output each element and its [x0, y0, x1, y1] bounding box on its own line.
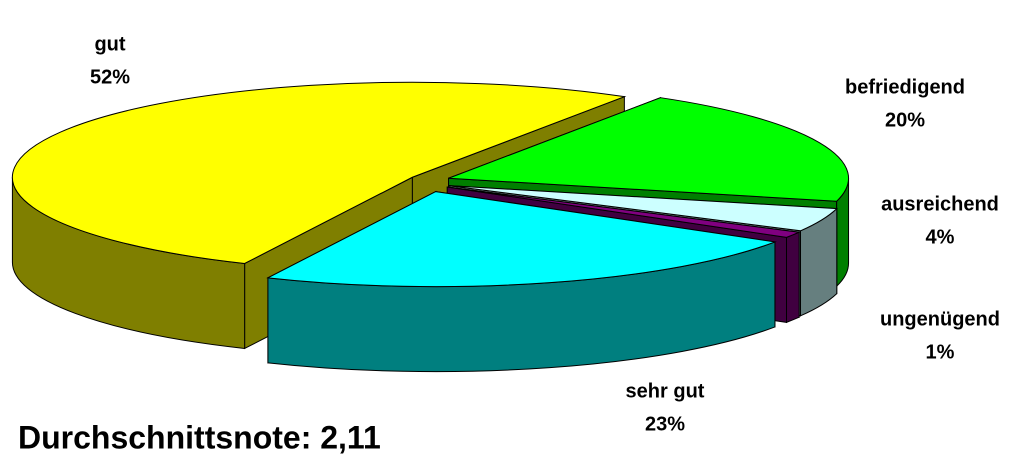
slice-value-label: 20% — [885, 109, 925, 131]
average-grade: Durchschnittsnote: 2,11 — [18, 419, 381, 455]
slice — [448, 185, 838, 232]
slice-label: sehr gut — [626, 380, 705, 402]
slice-value-label: 4% — [926, 226, 955, 248]
slice-value-label: 52% — [90, 66, 130, 88]
slice — [447, 186, 801, 238]
slice-side — [786, 231, 800, 324]
slice-label: ungenügend — [880, 308, 1000, 330]
slice-label: ausreichend — [881, 193, 999, 215]
slice-value-label: 23% — [645, 413, 685, 435]
slice-value-label: 1% — [926, 341, 955, 363]
slice-label: befriedigend — [845, 76, 965, 98]
slice — [448, 97, 850, 202]
slice-label: gut — [94, 33, 125, 55]
slice — [11, 81, 627, 264]
slice — [266, 191, 777, 288]
